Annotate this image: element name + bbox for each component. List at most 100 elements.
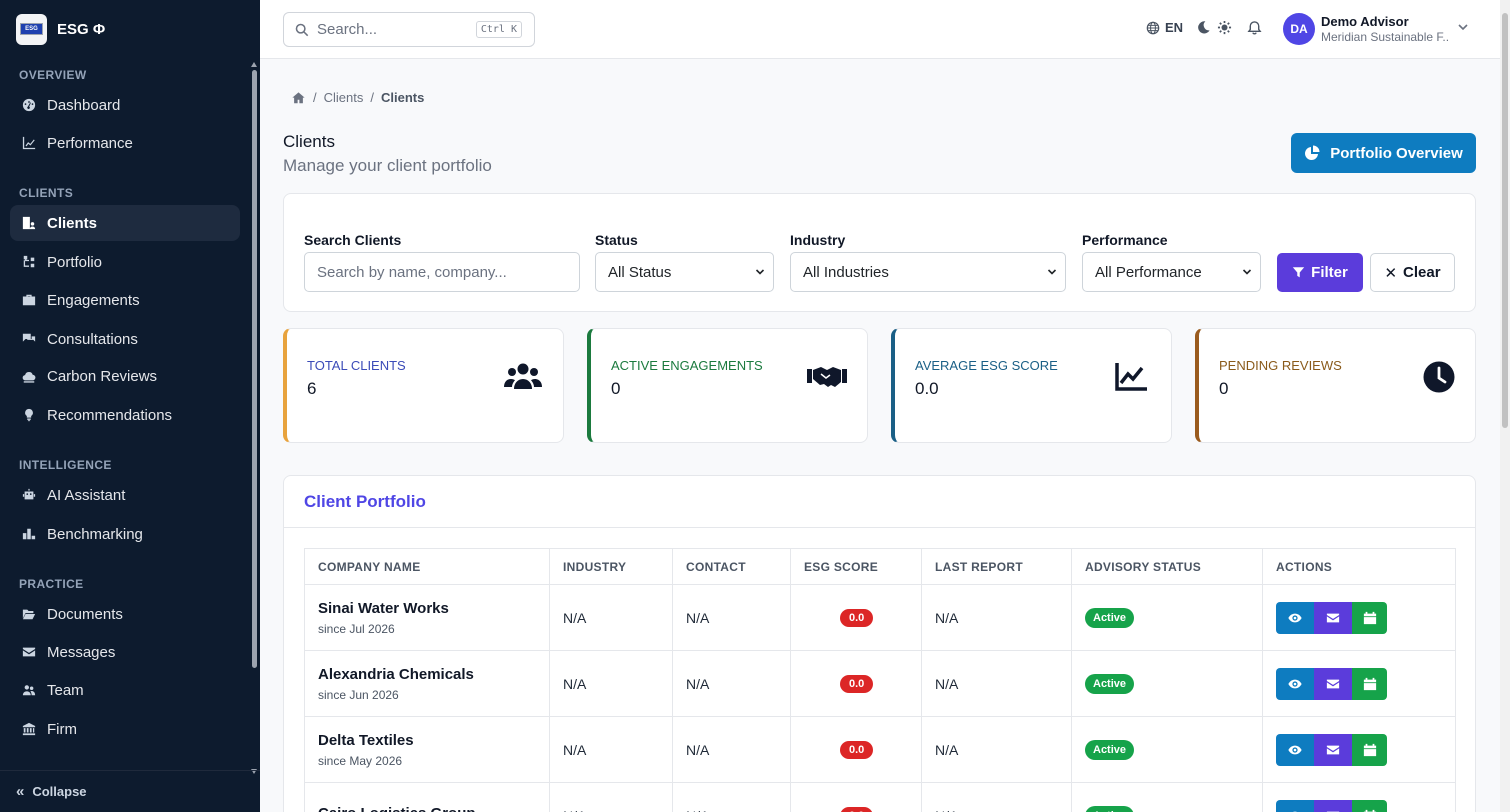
view-client-button[interactable] [1276, 799, 1314, 812]
envelope-icon [1326, 811, 1340, 812]
sidebar-item-portfolio[interactable]: Portfolio [10, 244, 240, 280]
sidebar-item-dashboard[interactable]: Dashboard [10, 87, 240, 123]
industry-select[interactable]: All Industries [790, 252, 1066, 292]
message-client-button[interactable] [1314, 667, 1352, 700]
search-clients-input[interactable]: Search by name, company... [304, 252, 580, 292]
sidebar-item-performance[interactable]: Performance [10, 125, 240, 161]
col-industry[interactable]: INDUSTRY [549, 548, 673, 585]
message-client-button[interactable] [1314, 601, 1352, 634]
sidebar-item-label: Performance [47, 134, 133, 152]
sidebar-item-documents[interactable]: Documents [10, 596, 240, 632]
performance-select[interactable]: All Performance [1082, 252, 1261, 292]
folder-open-icon [22, 607, 36, 621]
sidebar-item-team[interactable]: Team [10, 672, 240, 708]
calendar-icon [1363, 677, 1376, 690]
theme-toggle[interactable] [1196, 20, 1232, 35]
company-name-link[interactable]: Alexandria Chemicals [318, 665, 474, 683]
scroll-down-arrow-icon[interactable] [251, 769, 257, 774]
col-company-name[interactable]: COMPANY NAME [304, 548, 550, 585]
col-esg-score[interactable]: ESG SCORE [790, 548, 922, 585]
industry-label: Industry [790, 232, 846, 248]
schedule-client-button[interactable] [1352, 799, 1387, 812]
sidebar-item-engagements[interactable]: Engagements [10, 282, 240, 318]
clock-icon [1415, 361, 1455, 398]
section-label-practice: PRACTICE [19, 577, 84, 591]
notifications-button[interactable] [1247, 20, 1262, 41]
view-client-button[interactable] [1276, 733, 1314, 766]
sidebar-item-carbon-reviews[interactable]: Carbon Reviews [10, 358, 240, 394]
home-icon[interactable] [291, 91, 306, 105]
sidebar-scroll-thumb[interactable] [252, 70, 257, 668]
col-advisory-status[interactable]: ADVISORY STATUS [1071, 548, 1263, 585]
page-subtitle: Manage your client portfolio [283, 156, 492, 175]
calendar-icon [1363, 611, 1376, 624]
cell-company: Sinai Water Works since Jul 2026 [304, 584, 550, 651]
briefcase-icon [22, 293, 36, 307]
sidebar-item-label: AI Assistant [47, 486, 126, 504]
eye-icon [1288, 613, 1302, 622]
sidebar-item-benchmarking[interactable]: Benchmarking [10, 516, 240, 552]
cell-actions [1262, 650, 1456, 717]
breadcrumb: / Clients / Clients [291, 90, 424, 105]
calendar-icon [1363, 809, 1376, 812]
status-badge: Active [1085, 607, 1135, 628]
users-icon [503, 361, 543, 398]
portfolio-overview-button[interactable]: Portfolio Overview [1291, 133, 1476, 173]
performance-label: Performance [1082, 232, 1168, 248]
col-contact[interactable]: CONTACT [672, 548, 791, 585]
sidebar-scrollbar[interactable] [250, 60, 258, 774]
sidebar-item-messages[interactable]: Messages [10, 634, 240, 670]
scroll-up-arrow-icon[interactable] [251, 62, 257, 67]
cell-industry: N/A [549, 584, 673, 651]
schedule-client-button[interactable] [1352, 667, 1387, 700]
global-search-input[interactable]: Search... Ctrl K [283, 12, 535, 47]
company-name-link[interactable]: Sinai Water Works [318, 599, 449, 617]
user-menu-chevron-down-icon[interactable] [1457, 20, 1469, 38]
col-last-report[interactable]: LAST REPORT [921, 548, 1072, 585]
landmark-icon [22, 722, 36, 736]
page-scrollbar[interactable] [1500, 0, 1510, 812]
table-row[interactable]: Cairo Logistics Group N/A N/A 0.0 N/A Ac… [304, 782, 1456, 812]
company-name-link[interactable]: Cairo Logistics Group [318, 805, 549, 812]
clear-button[interactable]: ✕ Clear [1370, 253, 1455, 292]
client-since: since Jul 2026 [318, 621, 395, 636]
handshake-icon [807, 361, 847, 398]
view-client-button[interactable] [1276, 667, 1314, 700]
schedule-client-button[interactable] [1352, 601, 1387, 634]
language-switcher[interactable]: EN [1146, 20, 1183, 35]
sidebar-item-consultations[interactable]: Consultations [10, 321, 240, 357]
filter-card: Search Clients Search by name, company..… [283, 193, 1476, 312]
sidebar-nav: OVERVIEW Dashboard Performance CLIENTS C… [0, 58, 260, 770]
page-scroll-thumb[interactable] [1502, 13, 1508, 428]
building-user-icon [22, 216, 36, 230]
sidebar-item-recommendations[interactable]: Recommendations [10, 397, 240, 433]
table-row[interactable]: Alexandria Chemicals since Jun 2026 N/A … [304, 650, 1456, 717]
message-client-button[interactable] [1314, 799, 1352, 812]
stat-label: ACTIVE ENGAGEMENTS [611, 358, 763, 373]
cell-esg-score: 0.0 [790, 782, 922, 812]
user-name[interactable]: Demo Advisor [1321, 14, 1409, 29]
chevron-down-icon [755, 269, 765, 275]
cell-contact: N/A [672, 650, 791, 717]
sidebar-item-ai-assistant[interactable]: AI Assistant [10, 477, 240, 513]
message-client-button[interactable] [1314, 733, 1352, 766]
brand-name: ESG Φ [57, 20, 106, 38]
sidebar-item-clients[interactable]: Clients [10, 205, 240, 241]
status-select[interactable]: All Status [595, 252, 774, 292]
comments-icon [22, 332, 36, 346]
filter-button[interactable]: Filter [1277, 253, 1363, 292]
users-icon [22, 683, 36, 697]
collapse-sidebar-button[interactable]: « Collapse [0, 770, 260, 812]
company-name-link[interactable]: Delta Textiles [318, 731, 414, 749]
cell-advisory-status: Active [1071, 782, 1263, 812]
schedule-client-button[interactable] [1352, 733, 1387, 766]
table-row[interactable]: Sinai Water Works since Jul 2026 N/A N/A… [304, 584, 1456, 651]
brand[interactable]: ESG ESG Φ [0, 0, 260, 58]
table-row[interactable]: Delta Textiles since May 2026 N/A N/A 0.… [304, 716, 1456, 783]
breadcrumb-separator: / [313, 90, 317, 105]
sidebar-item-firm[interactable]: Firm [10, 711, 240, 747]
double-chevron-left-icon: « [16, 783, 25, 800]
view-client-button[interactable] [1276, 601, 1314, 634]
breadcrumb-parent-link[interactable]: Clients [323, 90, 364, 105]
avatar[interactable]: DA [1283, 13, 1315, 45]
